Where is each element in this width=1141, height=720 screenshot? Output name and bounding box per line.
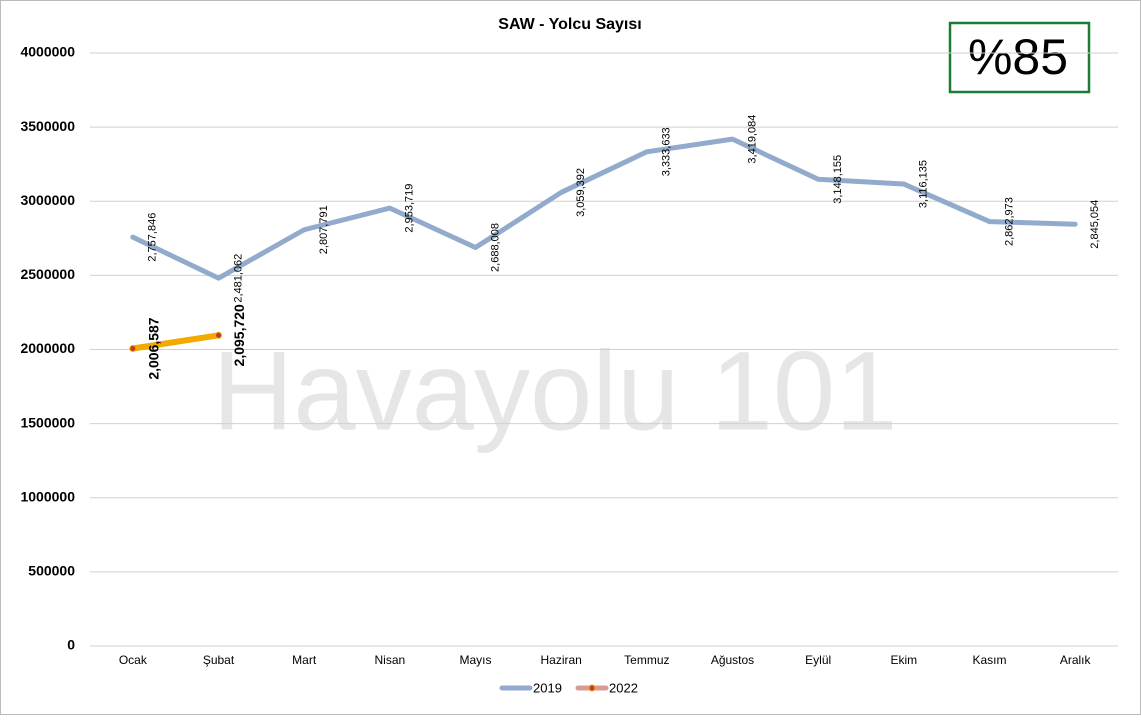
- x-tick-label: Aralık: [1060, 653, 1092, 667]
- x-tick-label: Ocak: [119, 653, 148, 667]
- data-label: 3,116,135: [918, 160, 930, 208]
- data-label: 2,845,054: [1089, 200, 1101, 249]
- y-tick-label: 2500000: [20, 266, 75, 282]
- data-label: 2,807,791: [318, 205, 330, 254]
- legend-label: 2022: [609, 680, 638, 695]
- watermark: Havayolu 101: [213, 329, 898, 454]
- data-label: 3,148,155: [832, 155, 844, 204]
- x-tick-label: Mart: [292, 653, 317, 667]
- data-label: 2,862,973: [1003, 197, 1015, 246]
- data-label: 2,953,719: [404, 184, 416, 233]
- x-tick-label: Ağustos: [711, 653, 754, 667]
- x-tick-label: Haziran: [540, 653, 581, 667]
- x-tick-label: Eylül: [805, 653, 831, 667]
- data-label: 2,688,008: [489, 223, 501, 272]
- x-tick-label: Ekim: [890, 653, 917, 667]
- y-tick-label: 2000000: [20, 340, 75, 356]
- data-label: 3,059,392: [575, 168, 587, 217]
- x-tick-label: Nisan: [374, 653, 405, 667]
- y-tick-label: 3000000: [20, 192, 75, 208]
- y-tick-label: 0: [67, 637, 75, 653]
- x-tick-label: Mayıs: [459, 653, 491, 667]
- marker: [215, 331, 222, 339]
- y-tick-label: 1000000: [20, 488, 75, 504]
- annotation-box: [948, 21, 1091, 94]
- x-tick-label: Temmuz: [624, 653, 669, 667]
- data-label: 3,333,633: [661, 127, 673, 176]
- legend-marker: [588, 684, 596, 692]
- y-tick-label: 500000: [28, 563, 75, 579]
- data-label: 2,095,720: [231, 304, 247, 366]
- series-line: [130, 136, 1078, 281]
- y-tick-label: 1500000: [20, 414, 75, 430]
- x-tick-label: Şubat: [203, 653, 235, 667]
- x-tick-label: Kasım: [972, 653, 1006, 667]
- legend-label: 2019: [533, 680, 562, 695]
- data-label: 3,419,084: [746, 115, 758, 164]
- data-label: 2,757,846: [147, 213, 159, 262]
- annotation: %85: [968, 29, 1068, 85]
- data-label: 2,481,062: [232, 254, 244, 303]
- y-tick-label: 4000000: [20, 44, 75, 60]
- series-line: [129, 332, 222, 352]
- chart-title: SAW - Yolcu Sayısı: [498, 16, 641, 33]
- y-tick-label: 3500000: [20, 118, 75, 134]
- marker: [129, 345, 137, 353]
- data-label: 2,006,587: [146, 317, 162, 379]
